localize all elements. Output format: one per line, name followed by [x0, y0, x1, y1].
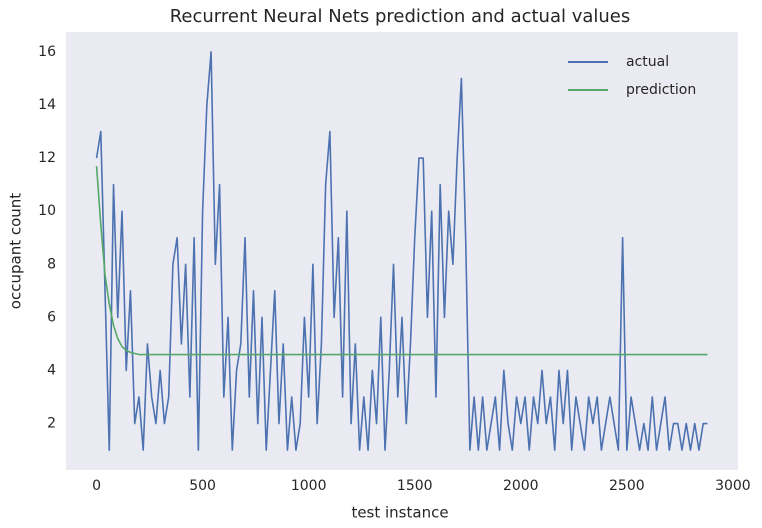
x-tick-label: 3000	[715, 478, 751, 494]
y-tick-label: 14	[38, 97, 56, 113]
legend-label: prediction	[626, 82, 696, 98]
y-tick-label: 2	[47, 416, 56, 432]
x-tick-label: 2000	[503, 478, 539, 494]
y-tick-label: 4	[47, 362, 56, 378]
x-axis-label: test instance	[351, 504, 448, 522]
x-tick-label: 0	[92, 478, 101, 494]
chart-title: Recurrent Neural Nets prediction and act…	[170, 6, 631, 27]
y-tick-label: 6	[47, 309, 56, 325]
x-tick-label: 2500	[609, 478, 645, 494]
x-tick-label: 500	[189, 478, 216, 494]
y-axis-label: occupant count	[7, 193, 25, 309]
data-line	[95, 165, 708, 356]
x-tick-label: 1000	[291, 478, 327, 494]
y-tick-label: 10	[38, 203, 56, 219]
data-line	[95, 51, 708, 451]
y-tick-label: 12	[38, 150, 56, 166]
x-tick-label: 1500	[397, 478, 433, 494]
y-tick-label: 16	[38, 44, 56, 60]
y-tick-label: 8	[47, 256, 56, 272]
legend-label: actual	[626, 54, 669, 70]
